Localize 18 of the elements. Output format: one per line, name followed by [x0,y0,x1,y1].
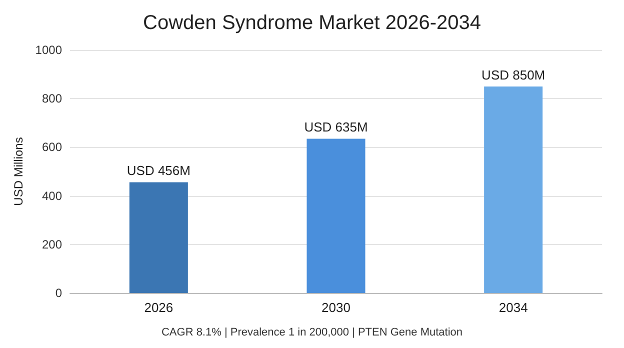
data-label: USD 456M [126,163,190,178]
y-tick-label: 600 [42,140,62,154]
data-label: USD 850M [482,67,546,82]
bar [129,182,188,293]
x-tick-label: 2030 [322,300,350,315]
data-label: USD 635M [304,120,368,135]
x-tick-label: 2034 [498,300,528,315]
chart-title: Cowden Syndrome Market 2026-2034 [143,12,481,34]
text: CAGR 8.1% | Prevalence 1 in 200,000 | PTEN Gene Mutation [161,326,463,338]
y-tick-label: 800 [42,92,62,106]
y-tick-label: 200 [42,237,62,252]
x-tick-label: 2026 [144,300,174,315]
y-tick-label: 1000 [35,43,62,57]
bar [484,86,543,293]
y-tick-label: 0 [55,286,62,300]
bar [306,138,366,293]
y-tick-label: 400 [42,188,62,203]
y-axis-title: USD Millions [11,137,26,206]
